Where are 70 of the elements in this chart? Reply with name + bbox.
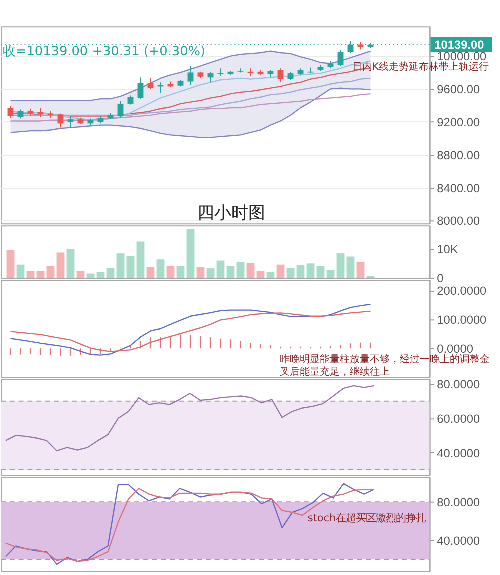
- bar: [256, 271, 265, 278]
- y-tick-label: 80.0000: [437, 496, 480, 510]
- y-tick-label: 0: [437, 272, 444, 286]
- candlestick: [278, 68, 284, 84]
- bar: [356, 262, 365, 278]
- bar: [126, 256, 135, 278]
- line-series: [10, 304, 372, 356]
- bar: [246, 263, 255, 278]
- y-tick-label: 10K: [437, 242, 458, 257]
- candlestick: [208, 71, 214, 84]
- bar: [206, 268, 215, 278]
- bar: [346, 256, 355, 278]
- bar: [266, 272, 275, 278]
- y-tick-label: 40.0000: [437, 446, 480, 460]
- ref-line-label: 10139.00: [434, 38, 485, 52]
- bar: [296, 265, 305, 278]
- annotation: 收=10139.00 +30.31 (+0.30%): [2, 44, 206, 60]
- line-series: [10, 310, 372, 352]
- bar: [326, 270, 335, 278]
- bar: [136, 242, 145, 278]
- bar: [276, 264, 285, 278]
- bar: [156, 260, 165, 278]
- bar: [56, 252, 65, 278]
- line-series: [10, 88, 372, 138]
- y-tick-label: 9200.00: [437, 115, 480, 130]
- bar: [196, 267, 205, 278]
- y-tick-label: 8800.00: [437, 148, 480, 162]
- candlestick: [338, 50, 344, 67]
- y-tick-label: 40.0000: [437, 534, 480, 548]
- candlestick: [58, 113, 64, 128]
- annotation: 昨晚明显能量柱放量不够，经过一晚上的调整金叉后能量充足，继续往上: [280, 353, 490, 378]
- line-series: [5, 385, 376, 452]
- y-tick-label: 80.0000: [437, 378, 480, 392]
- bar: [46, 266, 55, 278]
- bar: [236, 262, 245, 278]
- bar: [16, 264, 25, 278]
- candlestick: [38, 108, 44, 118]
- bar: [116, 254, 125, 278]
- bar: [176, 266, 185, 278]
- bar: [336, 254, 345, 278]
- candlestick: [148, 78, 154, 90]
- candlestick: [138, 77, 144, 100]
- candlestick: [188, 66, 194, 86]
- bar: [106, 268, 115, 278]
- bar: [216, 260, 225, 278]
- y-tick-label: 60.0000: [437, 412, 480, 426]
- bar: [166, 266, 175, 278]
- bar: [66, 250, 75, 278]
- bar: [186, 229, 195, 278]
- candlestick: [68, 116, 74, 130]
- y-tick-label: 100.0000: [437, 313, 488, 328]
- bar: [96, 272, 105, 278]
- y-tick-label: 200.0000: [437, 284, 488, 298]
- candlestick: [128, 95, 134, 106]
- bar: [286, 268, 295, 278]
- candlestick: [8, 106, 14, 118]
- bar: [26, 271, 35, 278]
- bar: [76, 271, 85, 278]
- bar: [6, 250, 15, 278]
- y-tick-label: 8000.00: [437, 214, 480, 228]
- bar: [146, 267, 155, 278]
- y-tick-label: 9600.00: [437, 82, 480, 97]
- bar: [226, 266, 235, 278]
- annotation: stoch在超买区激烈的挣扎: [308, 512, 426, 525]
- y-tick-label: 8400.00: [437, 181, 480, 196]
- annotation: 四小时图: [198, 202, 266, 223]
- bar: [36, 271, 45, 278]
- bar: [306, 264, 315, 278]
- bar: [316, 266, 325, 278]
- candlestick: [118, 100, 124, 118]
